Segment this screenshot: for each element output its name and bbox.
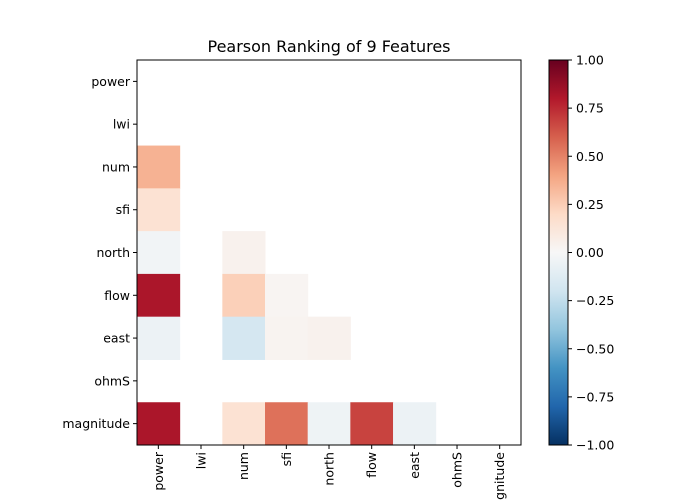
x-tick-label: east bbox=[407, 452, 422, 479]
colorbar-tick-label: 0.25 bbox=[576, 197, 604, 212]
x-tick-label: north bbox=[322, 452, 337, 486]
y-tick-label: flow bbox=[104, 288, 130, 303]
y-axis: power lwi num sfi north flow east ohmS magnitude bbox=[62, 74, 137, 431]
y-tick-label: sfi bbox=[116, 202, 130, 217]
x-tick-label: num bbox=[236, 452, 251, 480]
colorbar-tick-label: −0.25 bbox=[576, 293, 614, 308]
colorbar-tick-label: −1.00 bbox=[576, 438, 614, 453]
colorbar-tick-label: 0.75 bbox=[576, 101, 604, 116]
colorbar-axis: 1.00 0.75 0.50 0.25 0.00 −0.25 −0.50 −0.75 −1.00 bbox=[568, 53, 614, 453]
heatmap-cell bbox=[307, 316, 351, 360]
y-tick-label: power bbox=[91, 74, 130, 89]
heatmap-cell bbox=[137, 273, 181, 318]
heatmap-cell bbox=[222, 316, 266, 360]
x-tick-label: magnitude bbox=[492, 452, 507, 500]
x-axis: power lwi num sfi north flow east ohmS magnitude bbox=[151, 445, 507, 500]
heatmap-cell bbox=[137, 316, 181, 360]
x-tick-label: flow bbox=[364, 452, 379, 478]
heatmap-cell bbox=[222, 273, 266, 318]
colorbar-tick-label: −0.75 bbox=[576, 389, 614, 404]
x-tick-label: sfi bbox=[279, 452, 294, 466]
y-tick-label: magnitude bbox=[62, 416, 130, 431]
heatmap-cell bbox=[137, 231, 181, 275]
chart-title: Pearson Ranking of 9 Features bbox=[207, 37, 450, 56]
x-tick-label: power bbox=[151, 451, 166, 490]
heatmap-cell bbox=[265, 402, 309, 446]
heatmap-cell bbox=[265, 273, 309, 318]
heatmap-cell bbox=[393, 402, 437, 446]
heatmap-cell bbox=[265, 316, 309, 360]
heatmap-cell bbox=[137, 188, 181, 232]
y-tick-label: ohmS bbox=[94, 373, 130, 388]
x-tick-label: lwi bbox=[194, 452, 209, 469]
y-tick-label: north bbox=[96, 245, 130, 260]
colorbar-tick-label: 0.50 bbox=[576, 149, 604, 164]
y-tick-label: num bbox=[102, 159, 130, 174]
heatmap-cell bbox=[137, 145, 181, 189]
colorbar-tick-label: 0.00 bbox=[576, 245, 604, 260]
heatmap-cell bbox=[307, 402, 351, 446]
y-tick-label: lwi bbox=[113, 117, 130, 132]
colorbar bbox=[548, 59, 569, 446]
plot-frame bbox=[136, 59, 522, 446]
heatmap-cell bbox=[350, 402, 394, 446]
colorbar-tick-label: −0.50 bbox=[576, 341, 614, 356]
y-tick-label: east bbox=[103, 331, 130, 346]
heatmap-cell bbox=[222, 402, 266, 446]
heatmap-cell bbox=[222, 231, 266, 275]
colorbar-tick-label: 1.00 bbox=[576, 53, 604, 68]
x-tick-label: ohmS bbox=[450, 452, 465, 488]
heatmap-cells bbox=[137, 145, 437, 446]
heatmap-cell bbox=[137, 402, 181, 446]
